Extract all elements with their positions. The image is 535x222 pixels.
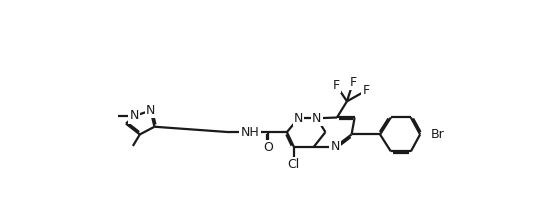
Text: N: N xyxy=(331,140,340,153)
Text: F: F xyxy=(349,75,357,89)
Text: N: N xyxy=(146,104,155,117)
Text: F: F xyxy=(333,79,340,92)
Text: F: F xyxy=(363,84,370,97)
Text: N: N xyxy=(294,112,303,125)
Text: N: N xyxy=(130,109,139,123)
Text: Br: Br xyxy=(431,128,445,141)
Text: O: O xyxy=(263,141,273,154)
Text: N: N xyxy=(312,112,322,125)
Text: Cl: Cl xyxy=(288,158,300,171)
Text: NH: NH xyxy=(241,126,259,139)
